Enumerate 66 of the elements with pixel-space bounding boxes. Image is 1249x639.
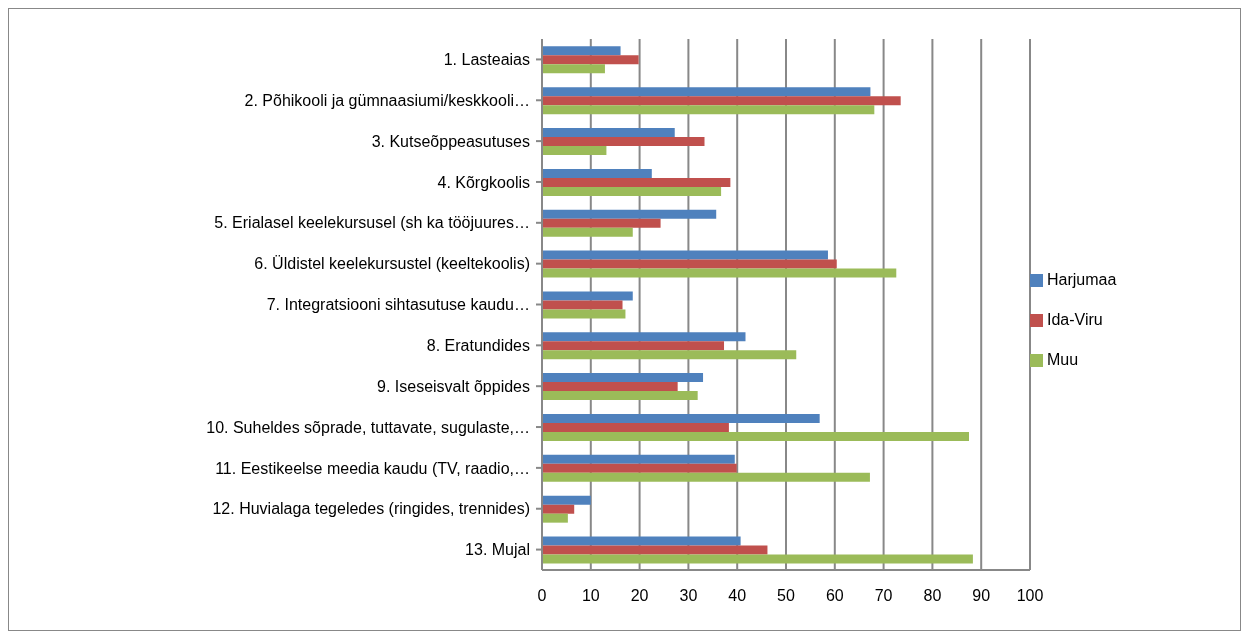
bar (542, 186, 722, 196)
bar (542, 463, 737, 473)
bar (542, 259, 837, 269)
bar (542, 146, 607, 156)
bar (542, 513, 568, 523)
y-tick-label: 7. Integratsiooni sihtasutuse kaudu… (266, 296, 530, 314)
bar (542, 382, 678, 392)
bar (542, 168, 652, 178)
x-tick-label: 50 (777, 587, 795, 605)
x-tick-label: 80 (923, 587, 942, 605)
bar (542, 291, 633, 301)
y-tick-label: 10. Suheldes sõprade, tuttavate, sugulaste,… (206, 418, 530, 436)
y-tick-label: 12. Huvialaga tegeledes (ringides, trennides) (212, 500, 530, 518)
bar (542, 300, 623, 310)
x-tick-label: 70 (874, 587, 893, 605)
bar (542, 177, 731, 187)
legend-label: Muu (1047, 350, 1079, 368)
bar (542, 227, 633, 237)
y-tick-label: 4. Kõrgkoolis (437, 173, 530, 191)
bar (542, 96, 901, 106)
bar (542, 209, 717, 219)
bar (542, 268, 897, 278)
y-tick-label: 11. Eestikeelse meedia kaudu (TV, raadio,… (215, 459, 530, 477)
bar (542, 341, 725, 351)
bar (542, 495, 591, 505)
bar (542, 55, 639, 65)
bar (542, 87, 871, 97)
bar (542, 332, 746, 342)
x-tick-label: 0 (537, 587, 547, 605)
x-tick-label: 20 (630, 587, 649, 605)
y-tick-label: 13. Mujal (465, 541, 530, 559)
bar (542, 128, 675, 138)
y-tick-label: 3. Kutseõppeasutuses (371, 132, 530, 150)
x-tick-label: 40 (728, 587, 747, 605)
bar (542, 413, 820, 423)
bar (542, 391, 698, 401)
x-tick-label: 90 (972, 587, 991, 605)
bar (542, 545, 768, 555)
x-tick-label: 30 (679, 587, 698, 605)
bar (542, 250, 828, 260)
bar (542, 350, 797, 360)
y-tick-label: 6. Üldistel keelekursustel (keeltekoolis) (254, 255, 530, 273)
bar (542, 373, 704, 383)
bar (542, 422, 729, 432)
y-tick-label: 9. Iseseisvalt õppides (377, 377, 530, 395)
legend-label: Harjumaa (1047, 270, 1117, 288)
bar (542, 309, 626, 319)
bar (542, 472, 870, 482)
bar (542, 218, 661, 228)
bar (542, 431, 969, 441)
bar (542, 536, 741, 546)
x-tick-label: 60 (825, 587, 844, 605)
y-tick-label: 8. Eratundides (426, 337, 530, 355)
x-tick-label: 10 (581, 587, 600, 605)
bar (542, 554, 973, 564)
legend-label: Ida-Viru (1047, 310, 1103, 328)
bar (542, 105, 875, 115)
bar (542, 454, 735, 464)
bar (542, 137, 705, 147)
y-tick-label: 2. Põhikooli ja gümnaasiumi/keskkooli… (244, 91, 530, 109)
bar (542, 46, 621, 56)
bar (542, 504, 575, 514)
bar (542, 64, 605, 74)
y-tick-label: 1. Lasteaias (443, 51, 530, 69)
x-tick-label: 100 (1016, 587, 1044, 605)
y-tick-label: 5. Erialasel keelekursusel (sh ka tööjuures… (214, 214, 530, 232)
